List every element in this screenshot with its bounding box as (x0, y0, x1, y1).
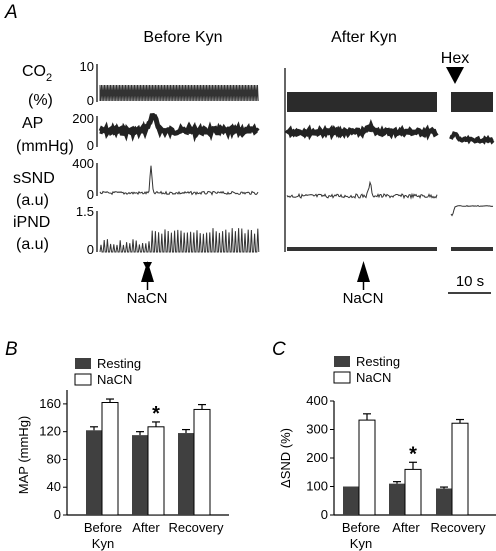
hex-label: Hex (441, 50, 469, 67)
y-tick-label: 80 (47, 451, 61, 466)
chart-c-plot: 0 100 200 300 400 * Before After Recovery Kyn (306, 393, 496, 551)
tick-ipnd-min: 0 (87, 242, 94, 257)
y-tick-label: 300 (306, 422, 328, 437)
tick-ipnd-max: 1.5 (76, 204, 94, 219)
chart-b-plot: 0 40 80 120 160 * Before After Recovery Kyn (39, 390, 229, 551)
tick-ssnd-max: 400 (72, 156, 94, 171)
nacn-arrow-after (357, 261, 370, 290)
panel-b-letter: B (5, 339, 18, 360)
y-axis-label: MAP (mmHg) (16, 416, 31, 494)
tick-ap-min: 0 (87, 138, 94, 153)
significance-mark: * (152, 403, 160, 425)
tick-co2-min: 0 (87, 93, 94, 108)
bar-resting-2 (178, 433, 194, 515)
category-sublabel: Kyn (92, 536, 114, 551)
ipnd-trace-after (287, 247, 437, 251)
panel-c-snd-chart: C Resting NaCN ΔSND (%) 0 100 200 300 400 * Be… (272, 339, 496, 551)
ipnd-trace-hex (451, 247, 493, 251)
trace-label-ipnd-unit: (a.u) (16, 236, 49, 253)
trace-label-co2-unit: (%) (28, 92, 53, 109)
y-tick-label: 160 (39, 396, 61, 411)
y-tick-label: 100 (306, 479, 328, 494)
bar-resting-1 (389, 483, 405, 515)
y-tick-label: 200 (306, 450, 328, 465)
trace-label-co2: CO2 (22, 63, 52, 84)
legend-swatch-resting (75, 358, 91, 369)
category-label: After (132, 520, 160, 535)
category-label: Recovery (431, 520, 486, 535)
panel-a-letter: A (4, 2, 18, 23)
legend-label-nacn: NaCN (356, 370, 391, 385)
bar-nacn-1 (147, 426, 165, 516)
y-tick-label: 40 (47, 479, 61, 494)
category-label: After (392, 520, 420, 535)
trace-label-ssnd: sSND (13, 170, 55, 187)
y-tick-label: 120 (39, 424, 61, 439)
panel-c-letter: C (272, 339, 286, 360)
panel-a-traces: A Before Kyn After Kyn CO2 (%) AP (mmHg)… (4, 2, 495, 307)
category-label: Recovery (169, 520, 224, 535)
tick-ap-max: 200 (72, 111, 94, 126)
ipnd-trace-before (99, 228, 260, 253)
scale-bar-label: 10 s (456, 273, 484, 290)
bar-resting-0 (86, 430, 102, 515)
ssnd-trace-before (99, 165, 259, 196)
legend-label-resting: Resting (356, 354, 400, 369)
arrow-up-icon (357, 261, 370, 282)
co2-trace-after (287, 92, 437, 112)
ap-trace-hex (449, 131, 495, 145)
y-axis-label: ΔSND (%) (278, 428, 293, 488)
legend-swatch-nacn (333, 371, 351, 384)
trace-axes (96, 64, 286, 252)
bar-resting-0 (343, 486, 359, 515)
y-tick-label: 400 (306, 393, 328, 408)
tick-co2-max: 10 (80, 59, 94, 74)
nacn-arrow-before (141, 261, 154, 290)
legend-label-nacn: NaCN (97, 372, 132, 387)
title-after-kyn: After Kyn (331, 29, 397, 46)
category-label: Before (84, 520, 122, 535)
co2-trace-hex (451, 92, 493, 112)
title-before-kyn: Before Kyn (143, 29, 222, 46)
category-sublabel: Kyn (350, 536, 372, 551)
significance-mark: * (409, 443, 417, 465)
trace-label-ap: AP (22, 115, 43, 132)
tick-ssnd-min: 0 (87, 187, 94, 202)
nacn-label-before: NaCN (127, 290, 168, 307)
co2-trace-before (99, 84, 259, 102)
traces-layer (98, 84, 495, 253)
bar-nacn-0 (358, 419, 376, 516)
ssnd-trace-hex (450, 204, 494, 217)
ap-trace-before (98, 112, 260, 143)
trace-label-ap-unit: (mmHg) (16, 138, 74, 155)
legend-label-resting: Resting (97, 356, 141, 371)
nacn-label-after: NaCN (343, 290, 384, 307)
legend-swatch-resting (334, 356, 350, 367)
ssnd-trace-after (286, 180, 438, 200)
bar-resting-2 (436, 488, 452, 515)
y-tick-label: 0 (54, 507, 61, 522)
y-tick-label: 0 (321, 507, 328, 522)
bar-resting-1 (132, 435, 148, 515)
category-label: Before (342, 520, 380, 535)
arrow-up-icon (141, 261, 154, 282)
trace-label-ssnd-unit: (a.u) (16, 192, 49, 209)
ap-trace-after (284, 118, 439, 141)
hex-arrow-down-icon (446, 67, 464, 84)
legend-swatch-nacn (74, 373, 92, 386)
bar-nacn-0 (101, 402, 119, 516)
panel-b-map-chart: B Resting NaCN MAP (mmHg) 0 40 80 120 160 * Be… (5, 339, 229, 551)
bar-nacn-2 (193, 408, 211, 516)
bar-nacn-1 (404, 468, 422, 516)
bar-nacn-2 (451, 422, 469, 516)
trace-label-ipnd: iPND (13, 214, 50, 231)
